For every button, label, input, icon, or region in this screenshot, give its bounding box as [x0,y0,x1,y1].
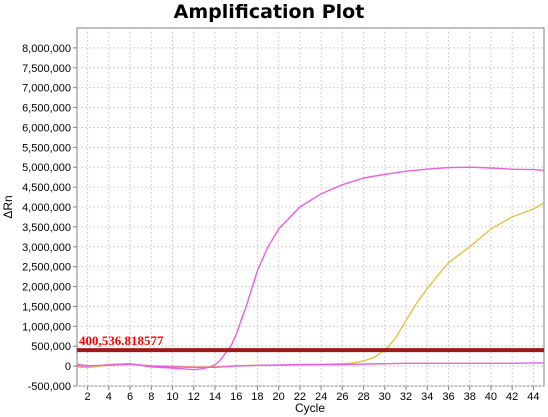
x-tick-label: 12 [188,391,200,403]
x-tick-label: 16 [230,391,242,403]
x-tick-label: 18 [251,391,263,403]
x-tick-label: 6 [127,391,133,403]
y-tick-label: 1,500,000 [22,301,71,313]
y-tick-label: 2,500,000 [22,262,71,274]
y-tick-label: 1,000,000 [22,321,71,333]
y-axis-ticks: -500,000 0 500,000 1,000,000 1,500,000 2,000,… [22,43,77,393]
y-tick-label: 6,000,000 [22,122,71,134]
series-layer [76,166,545,371]
y-tick-label: 5,000,000 [22,162,71,174]
y-tick-label: -500,000 [28,381,71,393]
y-tick-label: 7,000,000 [22,83,71,95]
series-line-1 [76,166,545,371]
x-tick-label: 38 [464,391,476,403]
x-tick-label: 32 [400,391,412,403]
x-tick-label: 26 [336,391,348,403]
y-tick-label: 3,500,000 [22,222,71,234]
chart-title: Amplification Plot [174,1,365,23]
y-tick-label: 7,500,000 [22,63,71,75]
x-tick-label: 2 [85,391,91,403]
x-axis-title: Cycle [295,401,325,415]
x-tick-label: 36 [442,391,454,403]
x-tick-label: 8 [148,391,154,403]
y-tick-label: 3,000,000 [22,242,71,254]
x-tick-label: 28 [357,391,369,403]
x-axis-ticks: 2 4 6 8 10 12 14 16 18 20 22 24 26 28 30 32 34 36 38 40 42 44 [85,386,540,403]
x-tick-label: 40 [485,391,497,403]
y-tick-label: 8,000,000 [22,43,71,55]
y-tick-label: 4,000,000 [22,202,71,214]
x-tick-label: 42 [506,391,518,403]
y-tick-label: 500,000 [31,341,71,353]
x-tick-label: 20 [273,391,285,403]
x-tick-label: 24 [315,391,327,403]
x-tick-label: 22 [294,391,306,403]
y-axis-title: ΔRn [1,195,15,218]
x-tick-label: 34 [421,391,433,403]
threshold-label: 400,536.818577 [79,333,164,348]
y-tick-label: 0 [65,361,71,373]
x-tick-label: 4 [106,391,112,403]
series-line-2 [76,202,545,369]
y-tick-label: 4,500,000 [22,182,71,194]
x-tick-label: 10 [166,391,178,403]
threshold-layer[interactable]: 400,536.818577 [77,333,544,353]
y-tick-label: 5,500,000 [22,142,71,154]
x-tick-label: 44 [527,391,539,403]
x-tick-label: 30 [379,391,391,403]
y-tick-label: 2,000,000 [22,282,71,294]
series-line-3 [76,362,544,368]
grid-lines [77,28,544,387]
x-tick-label: 14 [209,391,221,403]
y-tick-label: 6,500,000 [22,103,71,115]
